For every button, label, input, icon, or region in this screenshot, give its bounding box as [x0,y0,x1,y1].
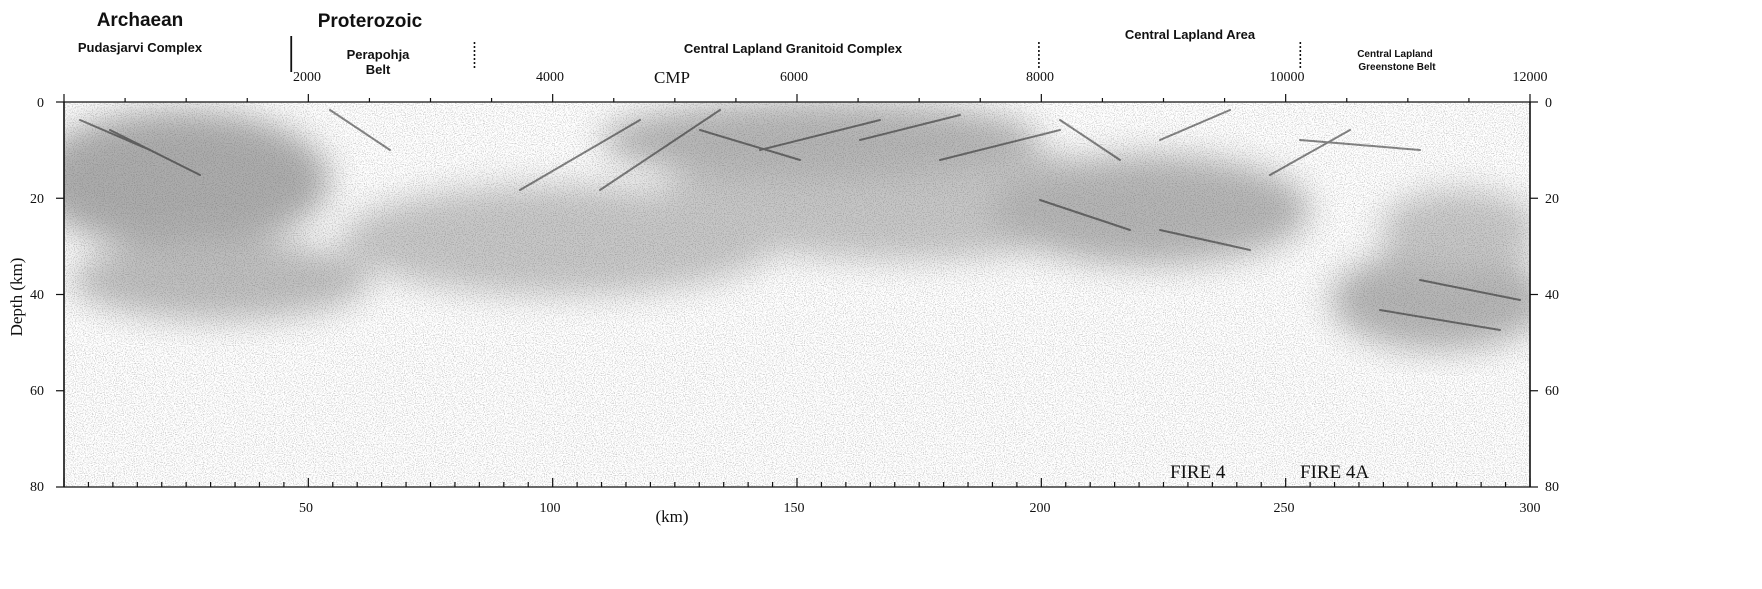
region-label-perapohja-line1: Perapohja [347,47,411,62]
depth-tick-label-left: 20 [30,192,44,207]
top-tick-label: 10000 [1270,70,1305,85]
top-tick-label: 6000 [780,70,808,85]
top-tick-label: 12000 [1513,70,1548,85]
depth-tick-label-left: 80 [30,480,44,495]
bottom-axis-ticks [63,478,1531,487]
depth-tick-label-right: 80 [1545,480,1559,495]
depth-tick-label-left: 60 [30,384,44,399]
bottom-tick-label: 100 [540,501,561,516]
region-label-perapohja-line2: Belt [366,62,391,77]
bottom-axis-title: (km) [655,507,688,526]
era-label-proterozoic: Proterozoic [318,11,423,32]
top-tick-label: 8000 [1026,70,1054,85]
region-label-greenstone-line1: Central Lapland [1357,49,1433,60]
era-label-archaean: Archaean [97,10,184,31]
boundary-markers [290,36,1302,72]
depth-axis-ticks [56,101,1538,488]
seismic-reflection-image [64,102,1530,487]
depth-tick-label-right: 60 [1545,384,1559,399]
bottom-tick-label: 150 [784,501,805,516]
depth-tick-label-right: 20 [1545,192,1559,207]
bottom-tick-label: 250 [1274,501,1295,516]
profile-label-fire4: FIRE 4 [1170,462,1226,483]
top-tick-label: 4000 [536,70,564,85]
region-label-greenstone-line2: Greenstone Belt [1358,62,1436,73]
top-axis-title: CMP [654,68,690,87]
depth-tick-label-right: 40 [1545,288,1559,303]
depth-tick-label-right: 0 [1545,96,1552,111]
region-label-central-lapland-area: Central Lapland Area [1125,27,1256,42]
profile-label-fire4a: FIRE 4A [1300,462,1369,483]
depth-tick-label-left: 40 [30,288,44,303]
depth-axis-title: Depth (km) [7,258,26,337]
region-label-granitoid: Central Lapland Granitoid Complex [684,41,903,56]
region-label-pudasjarvi: Pudasjarvi Complex [78,40,203,55]
bottom-tick-label: 300 [1520,501,1541,516]
top-axis-ticks [63,94,1531,102]
bottom-tick-label: 200 [1030,501,1051,516]
bottom-tick-label: 50 [299,501,313,516]
depth-tick-label-left: 0 [37,96,44,111]
top-tick-label: 2000 [293,70,321,85]
